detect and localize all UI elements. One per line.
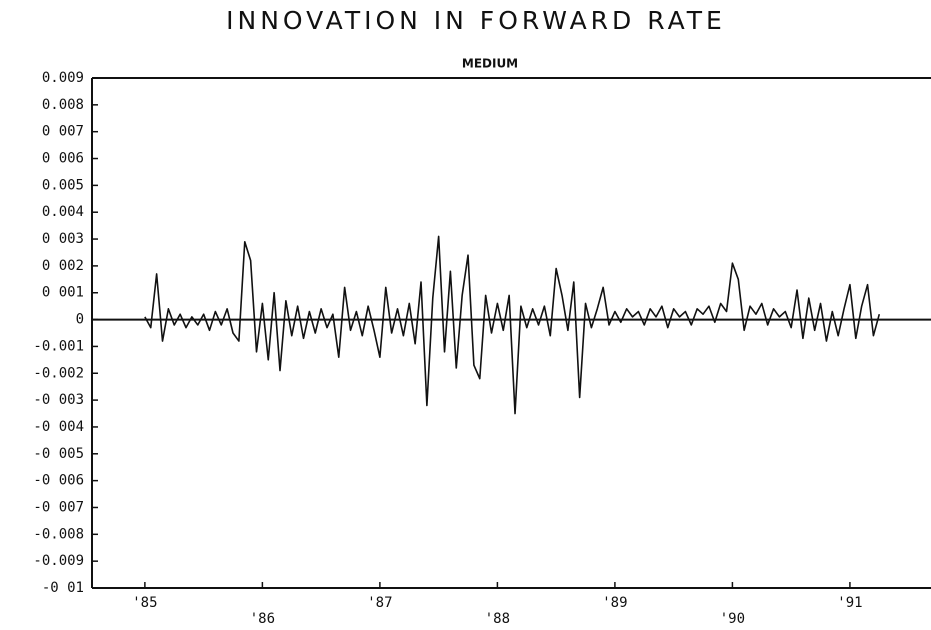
y-tick-label: 0 007 <box>42 124 84 140</box>
y-tick-label: 0.005 <box>42 177 84 193</box>
y-tick-label: 0 <box>76 312 84 328</box>
y-tick-label: 0.008 <box>42 97 84 113</box>
y-tick-label: -0 005 <box>33 446 84 462</box>
y-tick-label: 0 006 <box>42 151 84 167</box>
y-tick-label: -0 006 <box>33 473 84 489</box>
y-tick-label: 0 003 <box>42 231 84 247</box>
y-tick-label: -0.002 <box>33 365 84 381</box>
x-tick-label: '88 <box>485 611 510 627</box>
y-tick-label: -0.009 <box>33 553 84 569</box>
y-tick-label: 0 001 <box>42 285 84 301</box>
x-tick-label: '90 <box>720 611 745 627</box>
x-tick-label: '91 <box>837 595 862 611</box>
x-tick-label: '85 <box>132 595 157 611</box>
y-tick-label: -0 004 <box>33 419 84 435</box>
y-tick-label: -0.001 <box>33 338 84 354</box>
chart-subtitle: MEDIUM <box>462 57 518 71</box>
x-tick-label: '87 <box>367 595 392 611</box>
y-tick-label: -0 003 <box>33 392 84 408</box>
y-tick-label: 0.004 <box>42 204 84 220</box>
y-tick-label: -0 01 <box>42 580 84 596</box>
y-tick-label: 0.009 <box>42 70 84 86</box>
y-tick-label: -0 007 <box>33 499 84 515</box>
x-tick-label: '86 <box>250 611 275 627</box>
y-tick-label: 0 002 <box>42 258 84 274</box>
y-tick-label: -0.008 <box>33 526 84 542</box>
x-tick-label: '89 <box>602 595 627 611</box>
series-line <box>144 235 881 415</box>
chart-title: INNOVATION IN FORWARD RATE <box>226 6 726 35</box>
